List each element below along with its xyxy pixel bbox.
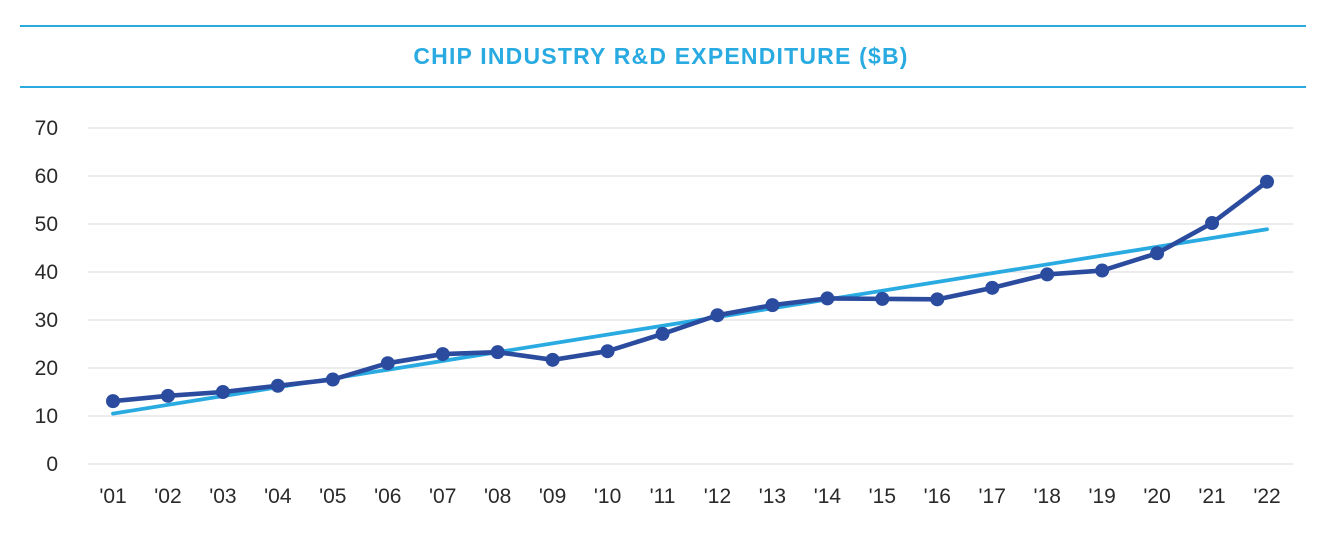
header-rule-bottom [20, 86, 1306, 88]
x-axis-tick-label: '08 [484, 485, 511, 508]
x-axis-tick-label: '06 [374, 485, 401, 508]
data-point-marker [710, 308, 725, 323]
data-point-marker [600, 344, 615, 359]
x-axis-tick-label: '05 [319, 485, 346, 508]
data-point-marker [270, 378, 285, 393]
line-chart-svg: 0 10 20 30 40 50 60 70 '01 '02 '03 '04 '05 '06 '07 '08 '… [35, 117, 1293, 508]
y-axis-tick-label: 70 [35, 117, 58, 140]
data-point-marker [1150, 246, 1165, 261]
header-rule-top [20, 25, 1306, 27]
x-axis-tick-label: '14 [814, 485, 842, 508]
x-axis-tick-label: '09 [539, 485, 566, 508]
y-axis-tick-label: 30 [35, 309, 58, 332]
x-axis-tick-label: '04 [264, 485, 292, 508]
y-axis-tick-label: 10 [35, 405, 58, 428]
data-point-marker [765, 298, 780, 313]
x-axis-tick-label: '03 [209, 485, 236, 508]
x-axis-tick-label: '10 [594, 485, 621, 508]
data-point-marker [1040, 267, 1055, 282]
data-point-marker [985, 280, 1000, 295]
x-axis-tick-label: '01 [99, 485, 126, 508]
data-point-marker [1205, 216, 1220, 231]
data-point-marker [655, 326, 670, 341]
x-axis-tick-label: '17 [979, 485, 1006, 508]
x-axis-tick-label: '02 [154, 485, 181, 508]
data-point-marker [1260, 174, 1274, 189]
y-axis-tick-label: 0 [46, 453, 58, 476]
x-axis-tick-label: '13 [759, 485, 786, 508]
x-axis-tick-label: '19 [1088, 485, 1115, 508]
x-axis-tick-label: '18 [1034, 485, 1061, 508]
data-point-marker [1095, 263, 1110, 278]
chart-area: 0 10 20 30 40 50 60 70 '01 '02 '03 '04 '05 '06 '07 '08 '… [0, 100, 1322, 550]
y-axis-tick-label: 40 [35, 261, 58, 284]
data-point-marker [215, 385, 230, 399]
data-point-marker [875, 291, 890, 306]
x-axis-tick-label: '16 [924, 485, 951, 508]
y-axis-tick-label: 60 [35, 165, 58, 188]
data-point-marker [325, 372, 340, 387]
data-point-marker [490, 345, 505, 360]
data-point-marker [380, 356, 395, 371]
x-axis-tick-label: '15 [869, 485, 896, 508]
data-series-line [110, 179, 1270, 404]
data-point-marker [160, 388, 175, 403]
x-axis-tick-label: '11 [650, 485, 676, 508]
y-axis-tick-label: 50 [35, 213, 58, 236]
x-axis-tick-label: '20 [1143, 485, 1170, 508]
x-axis-tick-label: '21 [1198, 485, 1225, 508]
chart-title: CHIP INDUSTRY R&D EXPENDITURE ($B) [413, 43, 909, 69]
y-axis-tick-label: 20 [35, 357, 58, 380]
x-axis-tick-label: '22 [1253, 485, 1280, 508]
data-point-marker [930, 292, 945, 307]
data-point-marker [820, 291, 835, 306]
data-point-marker [545, 352, 560, 367]
data-point-marker [435, 347, 450, 362]
data-point-marker [106, 394, 120, 409]
x-axis-tick-label: '07 [429, 485, 456, 508]
x-axis-tick-label: '12 [704, 485, 731, 508]
